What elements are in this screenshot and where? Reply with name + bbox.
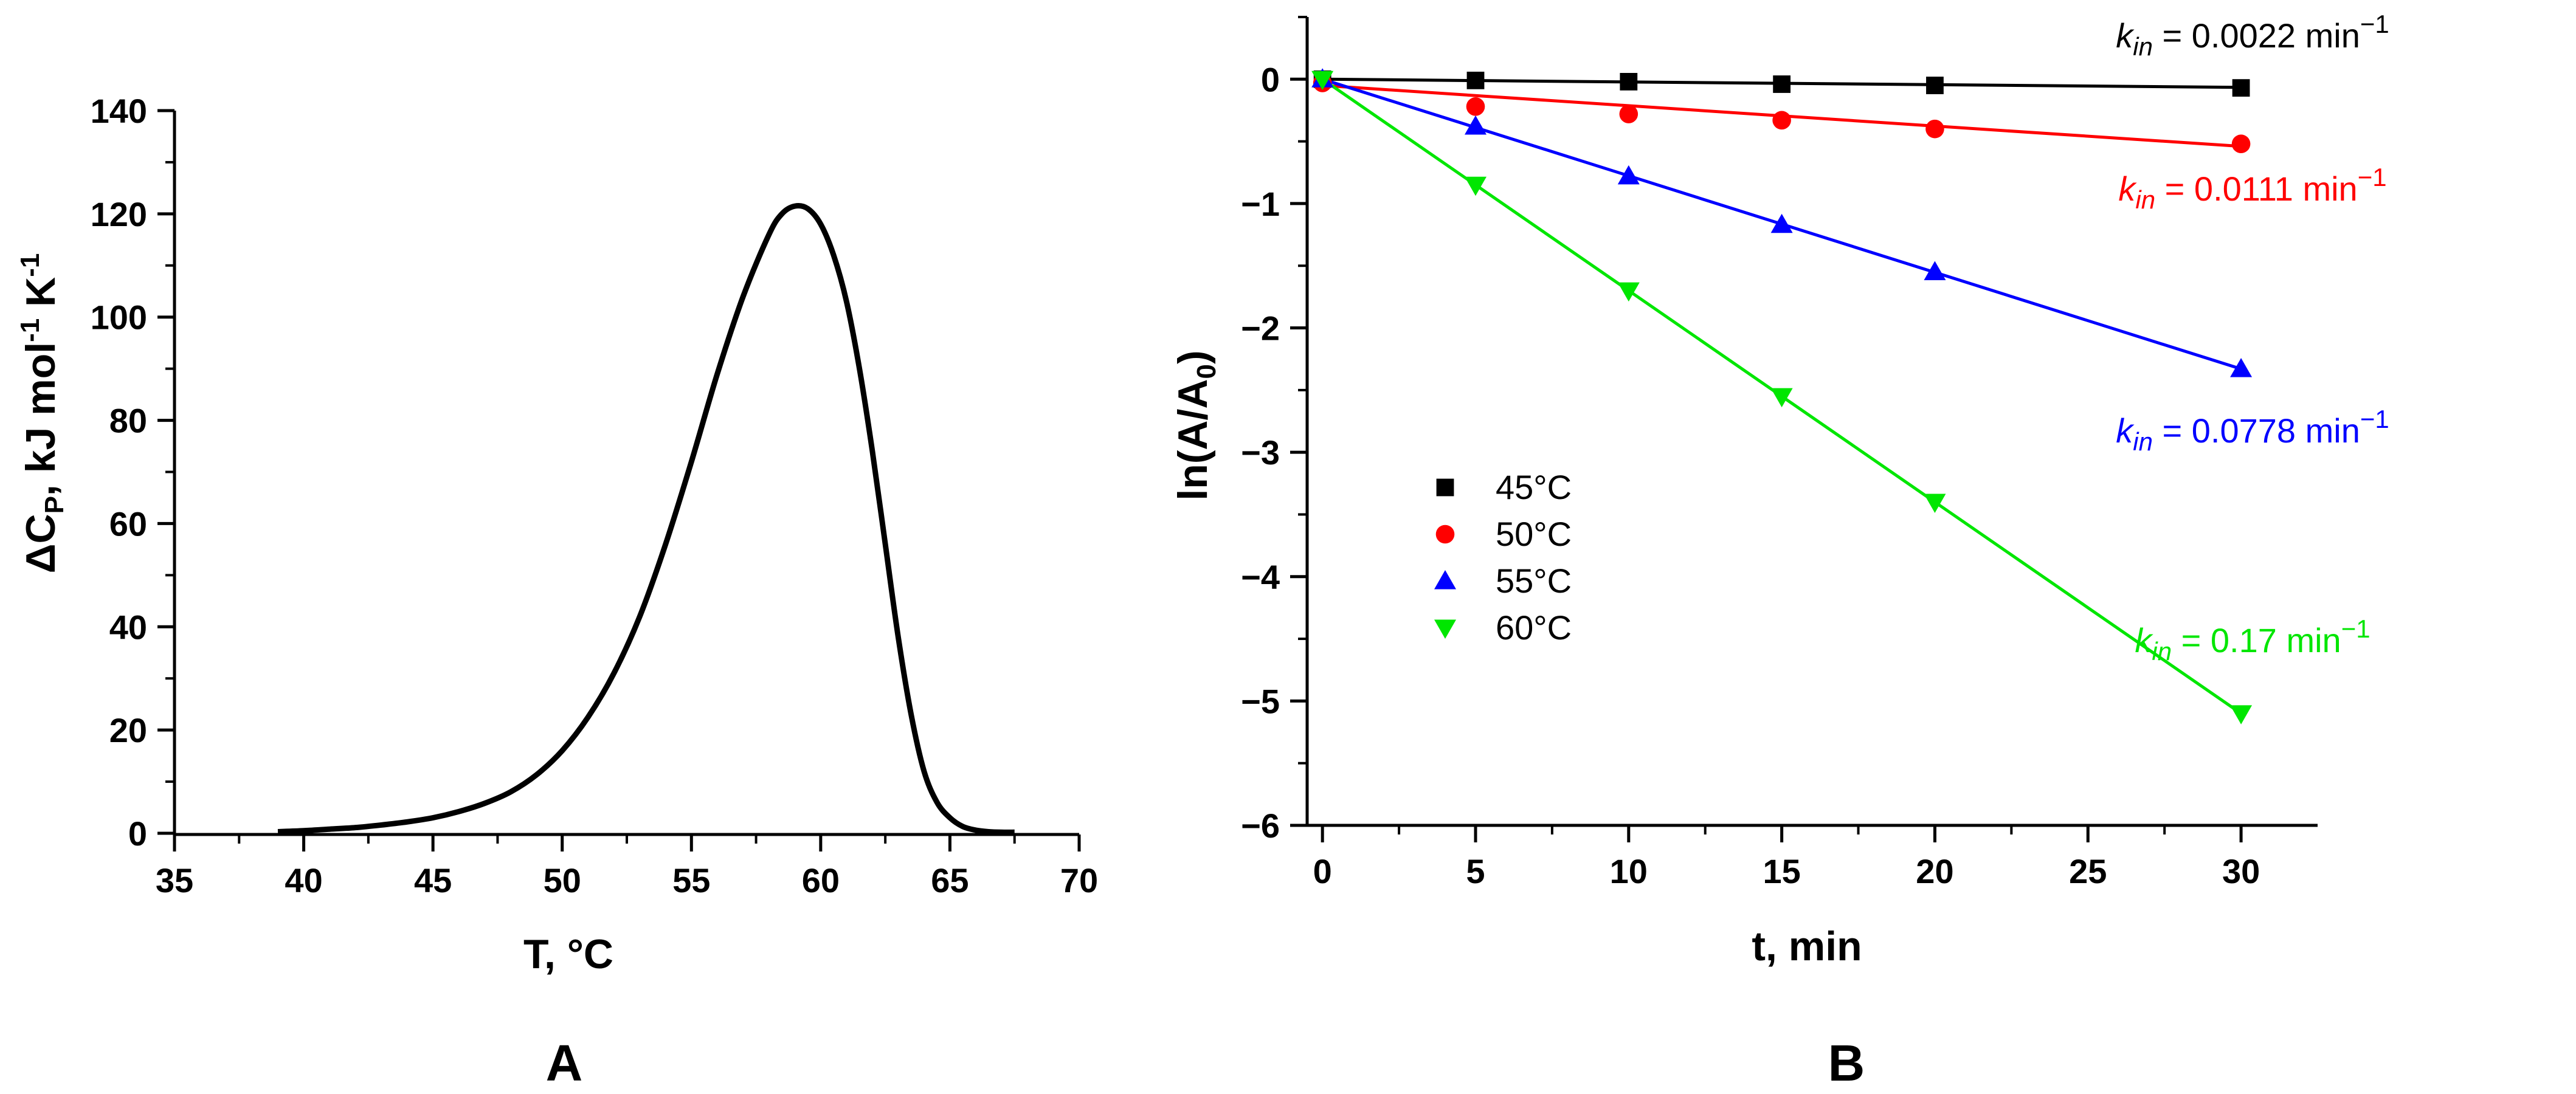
panel-b-y-tick-label: −1 [1241,185,1280,223]
panel-b-y-tick-label: −6 [1241,807,1280,845]
panel-b-y-title-sub: 0 [1192,364,1221,379]
legend-label-series-2: 50°C [1496,515,1572,553]
data-point-series-1 [1620,73,1638,91]
data-point-series-3 [1617,165,1640,185]
panel-a-x-tick-label: 70 [1060,861,1098,900]
panel-a-y-tick-label: 40 [109,608,147,646]
panel-a-dcp-curve [277,202,1015,835]
panel-a-y-tick-label: 140 [91,92,147,130]
legend-label-series-4: 60°C [1496,608,1572,647]
panel-a-chart: 35 40 45 50 55 60 65 70 0 20 40 60 80 100 120 140 T, °C… [15,92,1098,1092]
panel-b-rate-annotations: kin = 0.0022 min−1 kin = 0.0111 min−1 kin … [2116,10,2389,666]
panel-b-y-tick-label: −5 [1241,682,1280,720]
panel-a-y-tick-label: 80 [109,402,147,440]
data-point-series-4 [1465,176,1487,196]
data-point-series-4 [1770,388,1793,408]
panel-a-y-tick-label: 20 [109,711,147,749]
panel-a-label: A [546,1034,583,1092]
panel-a-y-tick-label: 100 [91,298,147,337]
legend-label-series-3: 55°C [1496,562,1572,600]
legend-marker-series-4 [1434,619,1456,639]
data-point-series-2 [1772,111,1791,130]
panel-b-y-tick-label: −3 [1241,433,1280,472]
panel-b-x-tick-label: 0 [1313,852,1332,890]
panel-b-x-tick-label: 25 [2069,852,2107,890]
rate-constant-label-1: kin = 0.0022 min−1 [2116,10,2389,61]
panel-b-chart: 0 5 10 15 20 25 30 0 −1 −2 −3 −4 −5 −6 45°C 50°C 55°C 60… [1170,10,2389,1092]
panel-a-y-title-sup2: -1 [15,253,45,277]
rate-constant-label-4: kin = 0.17 min−1 [2135,614,2370,666]
panel-a-y-title-rest1: , kJ mol [18,342,64,496]
data-point-series-2 [1619,105,1638,123]
panel-a-y-tick-label: 120 [91,195,147,233]
panel-b-label: B [1828,1034,1865,1092]
panel-b-y-tick-label: 0 [1261,60,1280,98]
rate-constant-label-2: kin = 0.0111 min−1 [2118,163,2386,214]
panel-b-y-title-main: ln(A/A [1170,379,1216,500]
data-point-series-3 [1465,115,1487,135]
panel-b-x-tick-label: 10 [1610,852,1648,890]
data-point-series-1 [1773,75,1791,93]
panel-a-y-tick-label: 0 [128,814,147,853]
panel-a-y-title-sup1: -1 [15,318,45,342]
legend-label-series-1: 45°C [1496,468,1572,506]
data-point-series-4 [1617,282,1640,302]
panel-b-y-tick-label: −4 [1241,558,1280,596]
panel-a-x-tick-label: 55 [672,861,710,900]
panel-b-x-tick-label: 20 [1916,852,1953,890]
panel-b-x-tick-label: 15 [1763,852,1800,890]
panel-a-ticks: 35 40 45 50 55 60 65 70 0 20 40 60 80 100 120 140 [91,92,1099,900]
data-point-series-1 [1926,77,1944,94]
legend-marker-series-1 [1436,478,1454,497]
data-point-series-2 [1466,97,1485,116]
panel-a-x-tick-label: 65 [931,861,969,900]
panel-b-ticks: 0 5 10 15 20 25 30 0 −1 −2 −3 −4 −5 −6 [1241,16,2260,890]
data-point-series-2 [1925,119,1944,139]
data-point-series-4 [1924,494,1946,513]
data-point-series-2 [2231,134,2251,154]
panel-a-x-tick-label: 45 [414,861,452,900]
panel-b-data-points [1311,68,2253,724]
rate-constant-label-3: kin = 0.0778 min−1 [2116,405,2389,456]
data-point-series-4 [2230,705,2253,724]
panel-a-x-tick-label: 60 [802,861,840,900]
data-point-series-3 [1924,261,1946,280]
panel-b-legend: 45°C 50°C 55°C 60°C [1434,468,1572,647]
panel-a-y-title-rest2: K [18,277,64,318]
data-point-series-3 [2230,358,2253,377]
data-point-series-1 [1466,71,1485,89]
panel-a-x-axis-title: T, °C [523,931,613,977]
panel-a-y-title-main: ΔC [18,514,64,573]
panel-b-x-tick-label: 5 [1466,852,1485,890]
panel-b-y-axis-title: ln(A/A0) [1170,350,1221,500]
legend-marker-series-3 [1434,570,1456,590]
panel-a-x-tick-label: 35 [156,861,193,900]
data-point-series-4 [1311,71,1334,91]
data-point-series-1 [2232,79,2250,97]
panel-a-y-title-sub: P [40,496,69,514]
panel-a-y-tick-label: 60 [109,504,147,543]
panel-a-x-tick-label: 50 [544,861,581,900]
legend-marker-series-2 [1435,525,1455,544]
panel-b-x-tick-label: 30 [2222,852,2260,890]
panel-a-y-axis-title: ΔCP, kJ mol-1 K-1 [15,253,69,574]
panel-b-y-title-end: ) [1170,350,1216,364]
panel-b-y-tick-label: −2 [1241,309,1280,348]
panel-a-x-tick-label: 40 [285,861,322,900]
data-point-series-3 [1770,213,1793,233]
panel-b-x-axis-title: t, min [1752,923,1862,969]
